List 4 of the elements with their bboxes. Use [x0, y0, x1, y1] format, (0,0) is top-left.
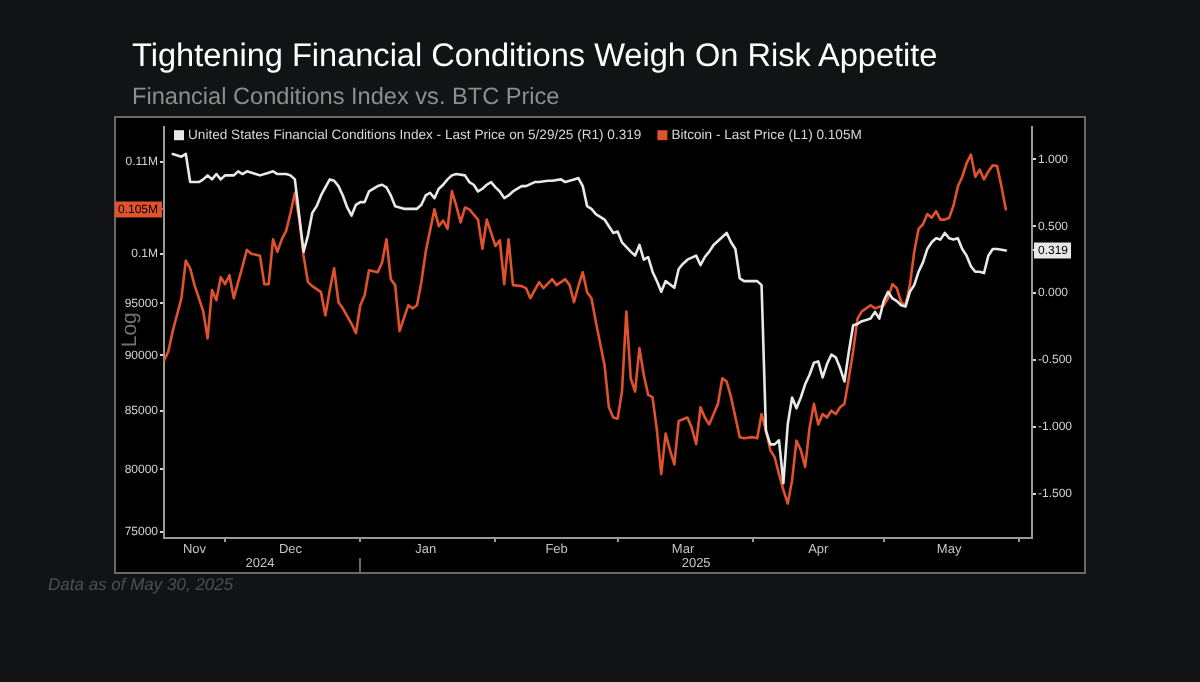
y-axis-title: Log [117, 311, 142, 348]
chart-subtitle: Financial Conditions Index vs. BTC Price [132, 82, 560, 110]
text: Data as of May 30, 2025 [48, 574, 234, 595]
chart-title: Tightening Financial Conditions Weigh On Risk Appetite [132, 38, 938, 74]
